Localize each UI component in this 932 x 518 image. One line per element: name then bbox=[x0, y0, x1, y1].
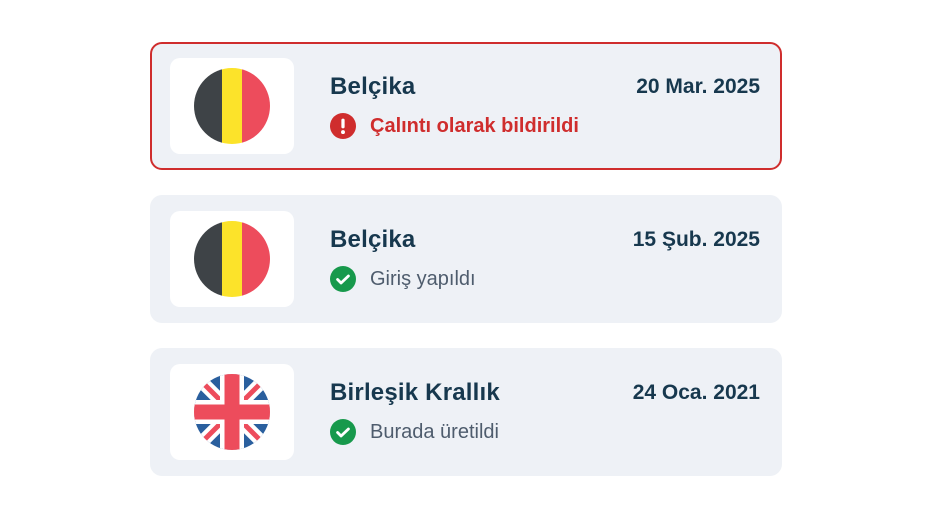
country-name: Belçika bbox=[330, 73, 416, 100]
belgium-flag-icon bbox=[194, 221, 270, 297]
entry-date: 24 Oca. 2021 bbox=[632, 381, 760, 404]
flag-tile bbox=[170, 58, 294, 154]
country-name: Belçika bbox=[330, 226, 416, 253]
status-label: Giriş yapıldı bbox=[370, 267, 476, 290]
alert-icon bbox=[330, 113, 356, 139]
uk-flag-icon bbox=[194, 374, 270, 450]
status-label: Burada üretildi bbox=[370, 420, 499, 443]
history-entry-card[interactable]: Belçika 15 Şub. 2025 Giriş yapıldı bbox=[150, 195, 782, 323]
belgium-flag-icon bbox=[194, 68, 270, 144]
entry-content: Belçika 15 Şub. 2025 Giriş yapıldı bbox=[330, 226, 760, 292]
status-label: Çalıntı olarak bildirildi bbox=[370, 114, 579, 137]
check-icon bbox=[330, 266, 356, 292]
check-icon bbox=[330, 419, 356, 445]
flag-tile bbox=[170, 211, 294, 307]
history-entry-card[interactable]: Birleşik Krallık 24 Oca. 2021 Burada üre… bbox=[150, 348, 782, 476]
history-entry-card[interactable]: Belçika 20 Mar. 2025 Çalıntı olarak bild… bbox=[150, 42, 782, 170]
entry-date: 15 Şub. 2025 bbox=[632, 228, 760, 251]
entry-content: Belçika 20 Mar. 2025 Çalıntı olarak bild… bbox=[330, 73, 760, 139]
history-list: Belçika 20 Mar. 2025 Çalıntı olarak bild… bbox=[150, 42, 782, 476]
entry-date: 20 Mar. 2025 bbox=[636, 75, 760, 98]
country-name: Birleşik Krallık bbox=[330, 379, 500, 406]
entry-content: Birleşik Krallık 24 Oca. 2021 Burada üre… bbox=[330, 379, 760, 445]
flag-tile bbox=[170, 364, 294, 460]
